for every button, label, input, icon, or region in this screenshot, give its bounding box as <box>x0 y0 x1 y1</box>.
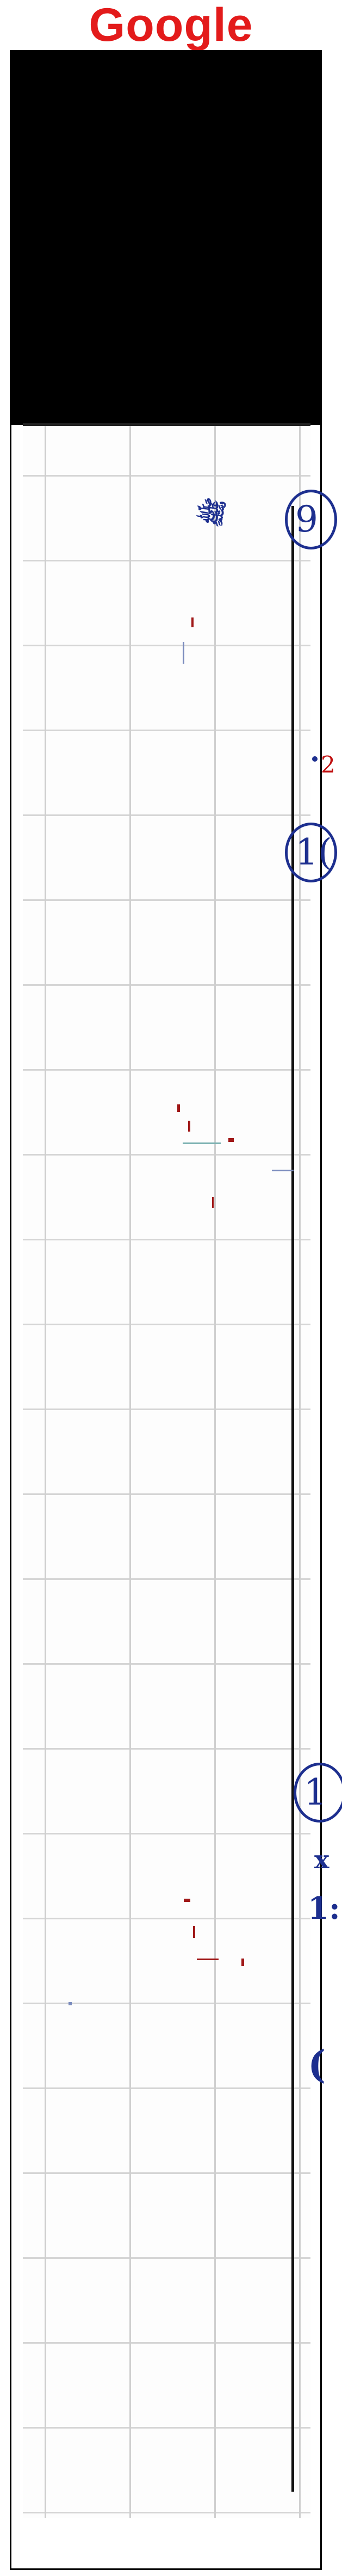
grid-paper <box>23 423 310 2518</box>
ink-speck <box>241 1959 244 1966</box>
ink-speck <box>191 617 194 627</box>
brand-title: Google <box>89 0 253 51</box>
ink-speck <box>188 1121 190 1132</box>
ink-dot <box>312 756 318 762</box>
circled-number-1: 9 <box>285 490 337 549</box>
ink-speck <box>183 1142 221 1144</box>
ink-speck <box>212 1197 214 1208</box>
right-fragment-a: 1: <box>308 1891 340 1926</box>
circled-number-3: 1 <box>294 1763 342 1823</box>
ink-speck <box>228 1138 234 1142</box>
right-fragment-c: x <box>314 1845 329 1874</box>
paper-top-edge <box>23 423 310 426</box>
margin-note-red: 2 <box>321 751 335 778</box>
ink-speck <box>177 1104 180 1112</box>
ink-speck <box>193 1926 195 1938</box>
right-fragment-b: ( <box>308 2042 326 2087</box>
ink-speck <box>183 642 184 664</box>
black-redaction-panel <box>11 52 320 425</box>
top-scribble: ﷺ <box>198 496 231 529</box>
circled-number-2: 1( <box>285 823 337 882</box>
ink-speck <box>184 1899 190 1902</box>
margin-rule <box>291 506 294 2492</box>
ink-speck <box>69 2002 72 2005</box>
ink-speck <box>272 1170 294 1171</box>
ink-speck <box>197 1959 219 1960</box>
